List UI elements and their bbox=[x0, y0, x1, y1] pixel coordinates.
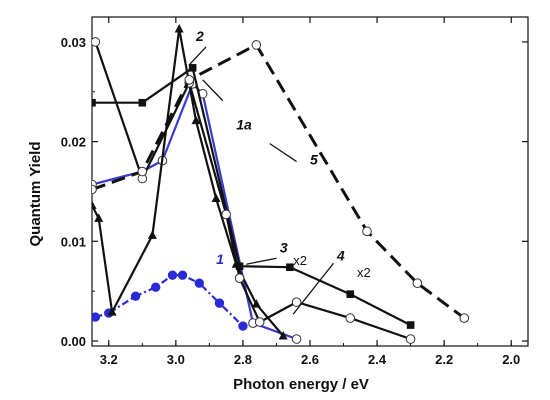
data-point-4 bbox=[221, 209, 231, 220]
data-point-3 bbox=[235, 262, 244, 271]
annotations: 1 1a 2 3 x2 4 x2 5 bbox=[188, 28, 371, 315]
data-point-2 bbox=[278, 331, 288, 340]
x-tick-label: 2.0 bbox=[502, 352, 520, 367]
data-point-5 bbox=[92, 184, 97, 195]
data-point-4 bbox=[92, 37, 101, 47]
data-point-1 bbox=[194, 278, 205, 288]
y-tick-label: 0.03 bbox=[61, 35, 86, 50]
y-tick-label: 0.00 bbox=[61, 334, 86, 349]
data-point-1 bbox=[238, 321, 248, 331]
y-tick-label: 0.02 bbox=[61, 135, 86, 150]
series-line-2 bbox=[92, 27, 285, 337]
data-point-4 bbox=[234, 273, 245, 284]
series-2 bbox=[92, 23, 288, 340]
data-point-4 bbox=[405, 334, 416, 344]
data-point-2 bbox=[174, 23, 184, 33]
data-point-5 bbox=[137, 166, 148, 177]
data-point-3 bbox=[286, 263, 294, 272]
data-point-3 bbox=[188, 64, 197, 72]
data-point-2 bbox=[92, 200, 97, 209]
data-point-3 bbox=[92, 98, 96, 107]
x-tick-label: 2.2 bbox=[435, 352, 453, 367]
data-point-3 bbox=[138, 98, 147, 107]
data-point-5 bbox=[362, 226, 372, 237]
x-tick-label: 3.0 bbox=[167, 352, 185, 367]
data-point-5 bbox=[251, 40, 262, 50]
data-point-1 bbox=[177, 270, 188, 280]
series-1 bbox=[92, 270, 248, 331]
data-point-5 bbox=[184, 75, 195, 85]
data-point-4 bbox=[345, 313, 356, 323]
data-point-1 bbox=[151, 282, 161, 292]
data-point-1 bbox=[92, 312, 101, 322]
annotation-label: 5 bbox=[310, 152, 318, 168]
annotation-label: 3 bbox=[280, 239, 288, 255]
plot-frame bbox=[91, 16, 529, 347]
data-point-2 bbox=[107, 307, 117, 316]
series-line-1 bbox=[95, 274, 244, 327]
annotation-label: 2 bbox=[195, 28, 204, 44]
x-tick-label: 2.8 bbox=[234, 352, 252, 367]
leader-line bbox=[269, 143, 297, 163]
data-point-5 bbox=[412, 278, 423, 288]
data-point-3 bbox=[346, 290, 355, 298]
series-line-5 bbox=[92, 43, 466, 320]
series-3 bbox=[92, 64, 415, 329]
y-axis-title: Quantum Yield bbox=[27, 141, 44, 246]
axes: 3.2 3.0 2.8 2.6 2.4 2.2 2.0 0.00 0.01 0.02 0.03 bbox=[61, 16, 529, 367]
data-point-1 bbox=[167, 270, 178, 280]
annotation-label: x2 bbox=[293, 253, 307, 268]
data-point-2 bbox=[191, 115, 201, 125]
x-tick-label: 2.6 bbox=[301, 352, 319, 367]
annotation-label: 1 bbox=[216, 251, 224, 267]
data-point-4 bbox=[291, 297, 302, 307]
data-point-2 bbox=[94, 213, 104, 222]
data-point-1 bbox=[214, 298, 225, 308]
x-axis-title: Photon energy / eV bbox=[233, 376, 369, 393]
data-point-3 bbox=[406, 321, 415, 329]
annotation-label: 1a bbox=[236, 117, 252, 133]
leader-line bbox=[292, 262, 334, 315]
series-5 bbox=[92, 40, 470, 323]
data-point-2 bbox=[147, 230, 157, 239]
x-tick-label: 2.4 bbox=[368, 352, 387, 367]
series-layer bbox=[92, 23, 470, 344]
x-tick-label: 3.2 bbox=[100, 352, 118, 367]
data-point-4 bbox=[254, 317, 265, 327]
data-point-1 bbox=[130, 291, 141, 301]
series-line-4 bbox=[94, 41, 411, 341]
data-point-2 bbox=[251, 299, 261, 308]
data-point-2 bbox=[211, 193, 221, 202]
data-point-5 bbox=[459, 313, 470, 323]
leader-line bbox=[246, 257, 277, 265]
annotation-label: 4 bbox=[336, 247, 345, 263]
annotation-label: x2 bbox=[357, 265, 371, 280]
leader-line bbox=[188, 46, 207, 66]
y-tick-label: 0.01 bbox=[61, 234, 86, 249]
leader-line bbox=[202, 79, 224, 102]
data-point-1a bbox=[291, 334, 302, 344]
